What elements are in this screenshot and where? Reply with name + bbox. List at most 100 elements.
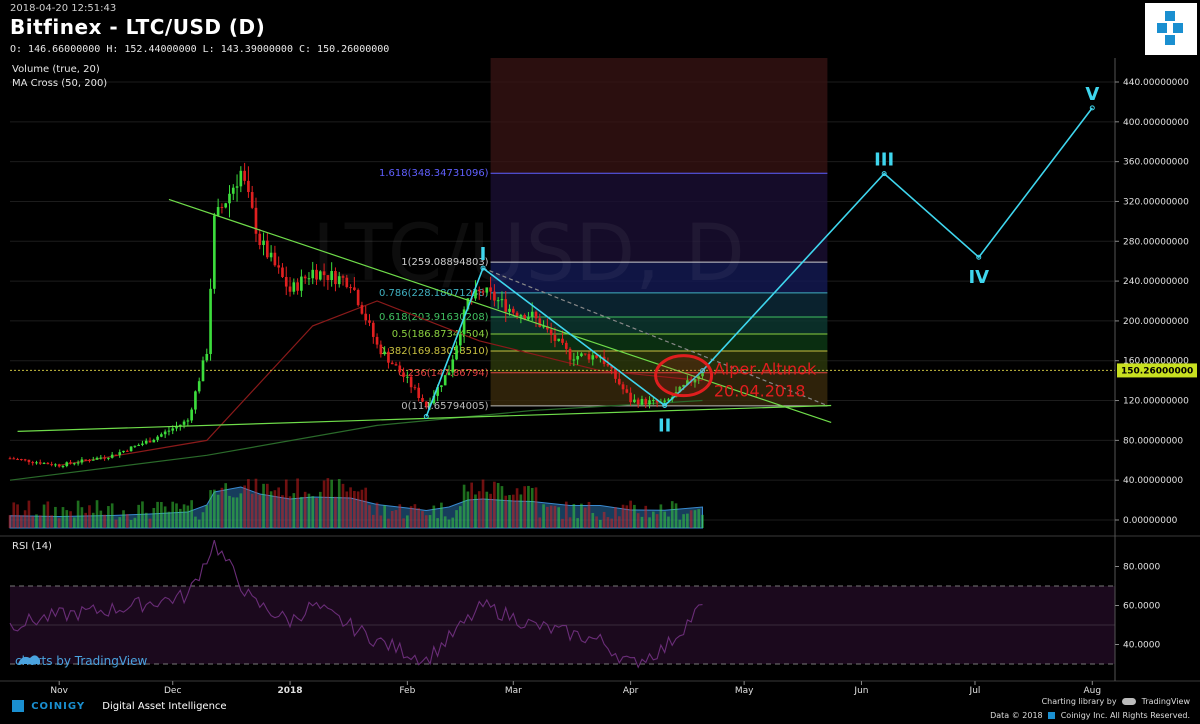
volume-bar: [364, 487, 368, 528]
candle-body: [296, 282, 299, 291]
candle-body: [31, 462, 35, 464]
candle-body: [625, 389, 629, 393]
candle-body: [91, 459, 95, 461]
volume-bar: [640, 516, 644, 528]
volume-pane: [8, 478, 704, 529]
y-tick-label: 40.00000000: [1123, 476, 1183, 486]
volume-bar: [561, 518, 564, 528]
candle-body: [73, 463, 76, 465]
x-tick-label: Mar: [505, 686, 522, 696]
candle-body: [239, 170, 243, 187]
candle-body: [95, 457, 99, 460]
coinigy-small-logo-icon: [12, 700, 24, 712]
volume-bar: [599, 519, 602, 528]
charting-library-credit[interactable]: Charting library by TradingView: [1042, 697, 1190, 706]
volume-bar: [76, 500, 80, 528]
footer-copyright: Data © 2018 Coinigy Inc. All Rights Rese…: [990, 711, 1190, 720]
volume-bar: [595, 516, 598, 528]
candle-body: [364, 313, 368, 321]
candle-body: [133, 445, 137, 447]
volume-indicator-label[interactable]: Volume (true, 20): [12, 64, 100, 75]
volume-bar: [23, 510, 27, 528]
volume-bar: [394, 510, 398, 528]
coinigy-logo-icon[interactable]: [1145, 3, 1197, 55]
volume-bar: [466, 491, 470, 528]
chart-timestamp: 2018-04-20 12:51:43: [10, 3, 117, 14]
volume-bar: [46, 501, 50, 528]
candle-body: [511, 308, 515, 313]
rsi-y-tick-label: 40.0000: [1123, 641, 1160, 651]
volume-bar: [500, 486, 504, 528]
x-tick-label: Jun: [853, 686, 868, 696]
volume-bar: [614, 507, 617, 528]
x-tick-label: May: [735, 686, 754, 696]
volume-bar: [686, 513, 689, 528]
candle-body: [496, 300, 500, 302]
volume-bar: [277, 487, 281, 528]
candle-body: [606, 363, 610, 366]
volume-bar: [636, 513, 640, 528]
candle-body: [65, 462, 69, 467]
volume-bar: [409, 506, 413, 528]
candle-body: [156, 436, 159, 440]
volume-bar: [606, 517, 610, 528]
candle-body: [553, 335, 557, 341]
last-price-badge: [1117, 363, 1197, 378]
fib-level-label: 1(259.08894803): [401, 257, 488, 268]
ma-cross-indicator-label[interactable]: MA Cross (50, 200): [12, 78, 108, 89]
volume-bar: [583, 507, 587, 528]
volume-bar: [197, 519, 201, 528]
volume-bar: [288, 496, 292, 528]
volume-average-area: [9, 486, 704, 529]
volume-bar: [190, 500, 193, 528]
symbol-watermark: LTC/USD, D: [312, 209, 745, 299]
volume-bar: [413, 504, 417, 528]
rsi-indicator-label[interactable]: RSI (14): [12, 541, 52, 552]
volume-bar: [542, 504, 545, 528]
candle-body: [667, 399, 670, 401]
volume-bar: [481, 479, 485, 528]
candle-body: [636, 399, 640, 405]
candle-body: [368, 320, 371, 323]
volume-bar: [50, 515, 53, 528]
candle-body: [42, 462, 46, 464]
volume-bar: [557, 507, 561, 528]
candle-body: [175, 426, 178, 429]
candle-body: [27, 459, 31, 463]
candle-body: [69, 462, 72, 464]
candle-body: [587, 354, 591, 360]
coinigy-footer-brand[interactable]: COINIGY Digital Asset Intelligence: [12, 700, 227, 712]
volume-bar: [209, 490, 212, 528]
wave-node: [480, 265, 486, 271]
candle-body: [686, 380, 689, 385]
tradingview-credit-link[interactable]: charts by TradingView: [15, 654, 148, 668]
candle-body: [409, 376, 413, 388]
volume-bar: [353, 490, 356, 528]
volume-bar: [496, 482, 500, 528]
candle-body: [459, 334, 462, 346]
volume-bar: [175, 503, 178, 528]
volume-bar: [281, 495, 284, 528]
candle-body: [194, 391, 197, 410]
candle-body: [349, 287, 352, 289]
candle-body: [315, 269, 318, 280]
candle-body: [655, 400, 659, 403]
volume-bar: [447, 519, 451, 528]
volume-bar: [667, 516, 670, 528]
volume-bar: [307, 493, 311, 528]
ma200-line: [9, 399, 703, 481]
wave-label: III: [874, 150, 894, 171]
volume-bar: [591, 512, 595, 528]
volume-bar: [682, 514, 685, 528]
candle-body: [54, 464, 57, 466]
volume-bar: [621, 504, 625, 528]
volume-bar: [8, 515, 12, 528]
volume-bar: [504, 495, 508, 528]
fib-band: [490, 173, 828, 263]
wave-node: [423, 413, 429, 419]
volume-bar: [527, 485, 530, 528]
y-tick-label: 280.00000000: [1123, 237, 1189, 247]
x-tick-label: Dec: [164, 686, 181, 696]
